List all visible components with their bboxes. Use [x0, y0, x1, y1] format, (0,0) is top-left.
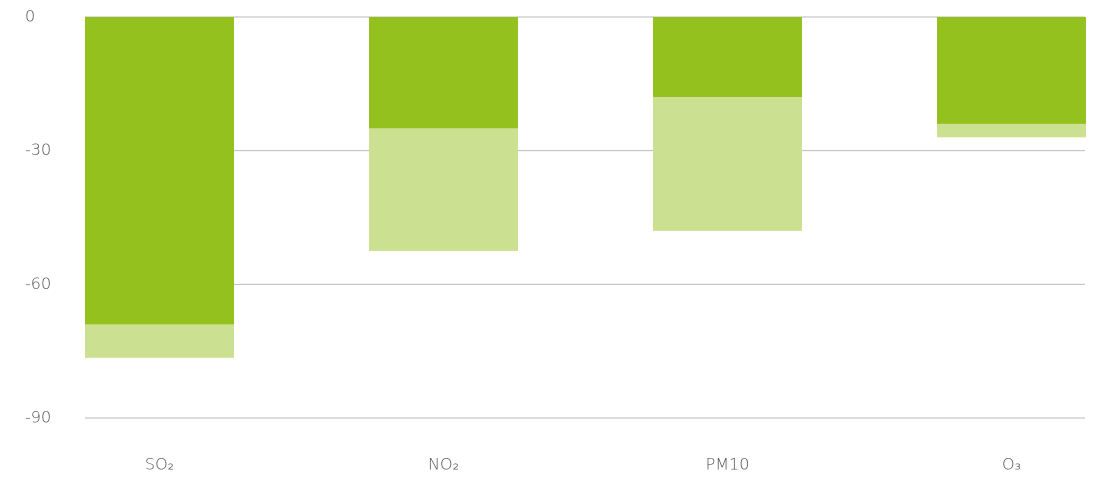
y-tick-label: 0	[25, 7, 35, 26]
x-tick-label: PM10	[706, 455, 750, 474]
y-tick-label: -60	[25, 274, 51, 293]
bar-segment	[937, 17, 1086, 124]
bar-segment	[653, 17, 802, 98]
bar-segment	[369, 128, 518, 251]
bar-segment	[653, 97, 802, 231]
y-tick-label: -30	[25, 140, 51, 159]
bar-segment	[937, 123, 1086, 138]
bar-segment	[369, 17, 518, 129]
y-tick-label: -90	[25, 408, 51, 427]
x-tick-label: O₃	[1002, 455, 1021, 474]
x-tick-label: NO₂	[428, 455, 459, 474]
bar-segment	[85, 324, 234, 358]
bar-segment	[85, 17, 234, 325]
x-tick-label: SO₂	[145, 455, 174, 474]
